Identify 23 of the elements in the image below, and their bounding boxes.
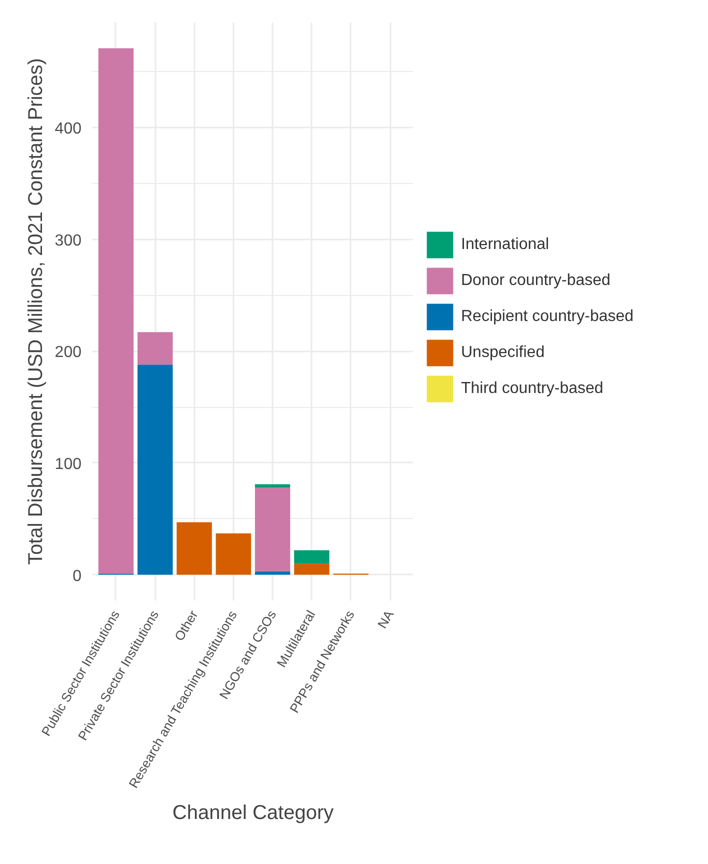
- legend-label: Unspecified: [461, 344, 545, 362]
- bar: [254, 488, 290, 572]
- legend-label: Donor country-based: [461, 272, 610, 290]
- bar: [176, 522, 212, 575]
- y-axis-title: Total Disbursement (USD Millions, 2021 Constant Prices): [24, 58, 47, 565]
- y-tick-label: 100: [54, 456, 82, 473]
- x-axis-title: Channel Category: [172, 802, 334, 824]
- bar: [294, 550, 330, 564]
- legend-label: Third country-based: [461, 380, 604, 398]
- y-tick-label: 0: [72, 568, 82, 585]
- y-tick-label: 300: [54, 232, 82, 250]
- bar: [138, 364, 173, 575]
- bar: [254, 484, 290, 488]
- y-tick-label: 200: [54, 344, 82, 362]
- bar: [138, 332, 173, 365]
- bar: [98, 48, 134, 574]
- bar: [216, 533, 252, 575]
- legend-label: International: [461, 236, 550, 254]
- bar: [254, 571, 290, 575]
- x-tick-label: NA: [374, 607, 397, 631]
- y-tick-label: 400: [54, 120, 82, 138]
- legend-label: Recipient country-based: [461, 308, 634, 326]
- bar: [294, 564, 330, 575]
